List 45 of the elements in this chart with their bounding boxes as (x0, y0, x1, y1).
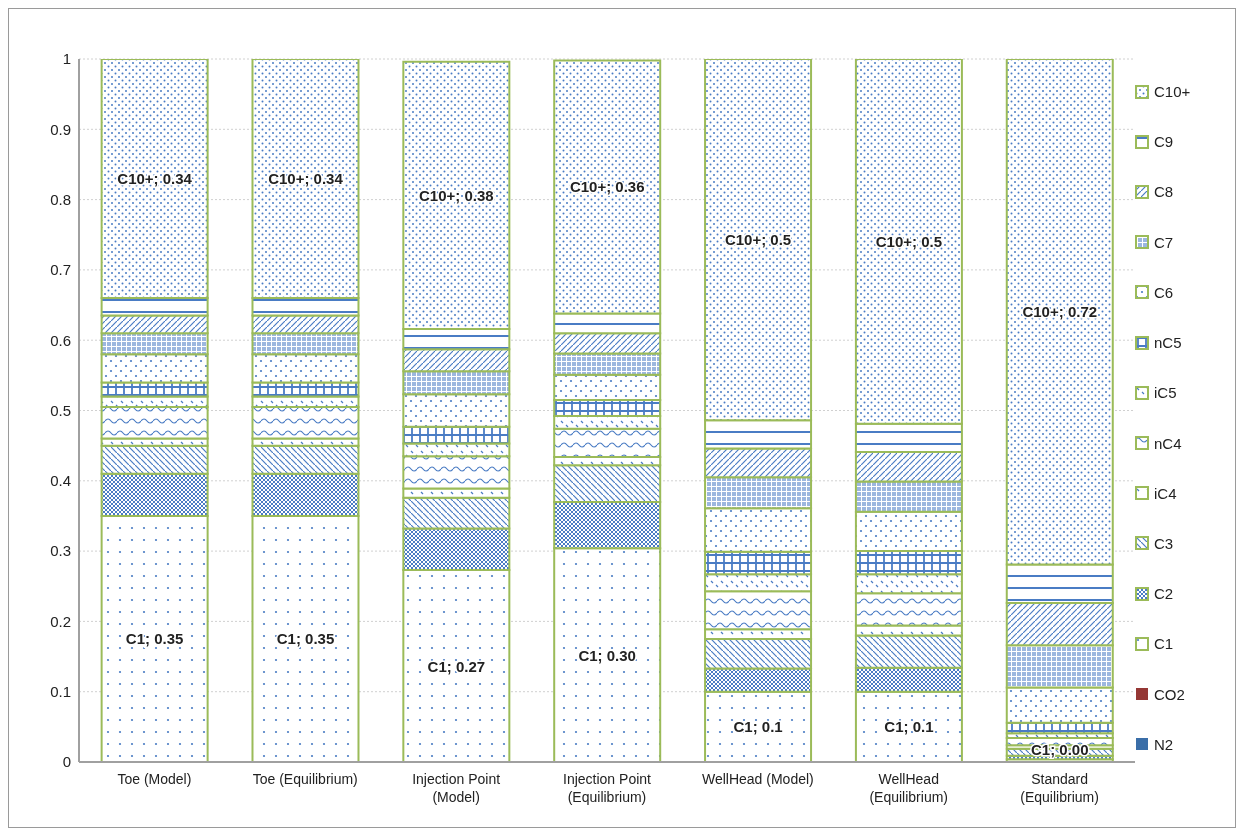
legend-label: iC5 (1154, 384, 1177, 402)
x-tick-label: Injection Point (Model) (412, 771, 501, 805)
data-label: C1; 0.27 (427, 657, 486, 675)
y-tick-label: 0.5 (50, 401, 71, 419)
y-tick-label: 0 (62, 753, 71, 771)
data-label: C10+; 0.38 (419, 186, 494, 204)
x-tick-label: WellHead (Equilibrium) (869, 771, 948, 805)
data-label: C1; 0.35 (276, 630, 335, 648)
legend-label: C9 (1154, 133, 1174, 151)
data-label: C10+; 0.72 (1022, 303, 1098, 321)
legend-label: iC4 (1154, 484, 1177, 502)
y-tick-label: 0.8 (50, 190, 71, 208)
legend-label: CO2 (1154, 685, 1185, 703)
y-tick-label: 0.7 (50, 261, 71, 279)
data-label: C10+; 0.5 (875, 232, 943, 250)
y-tick-label: 0.9 (50, 120, 71, 138)
legend-label: C10+ (1154, 83, 1191, 100)
x-tick-label: Injection Point (Equilibrium) (563, 771, 652, 805)
legend-label: C1 (1154, 635, 1174, 653)
y-tick-label: 1 (62, 50, 71, 68)
legend-label: C2 (1154, 585, 1174, 603)
y-tick-label: 0.4 (50, 472, 71, 490)
data-label: C1; 0.30 (578, 646, 636, 664)
legend-label: C3 (1154, 534, 1174, 552)
x-tick-label: Toe (Equilibrium) (252, 771, 358, 787)
x-tick-label: Toe (Model) (117, 771, 192, 787)
y-tick-label: 0.1 (50, 683, 71, 701)
legend-label: nC4 (1154, 434, 1182, 452)
legend-label: nC5 (1154, 334, 1182, 352)
legend-label: C6 (1154, 283, 1174, 301)
y-tick-label: 0.3 (50, 542, 71, 560)
legend-label: N2 (1154, 735, 1174, 753)
y-tick-label: 0.2 (50, 612, 71, 630)
data-label: C10+; 0.5 (724, 231, 792, 249)
y-tick-label: 0.6 (50, 331, 71, 349)
data-label: C10+; 0.34 (268, 170, 344, 188)
legend-label: C7 (1154, 233, 1174, 251)
x-tick-label: Standard (Equilibrium) (1020, 771, 1099, 805)
x-tick-label: WellHead (Model) (701, 771, 814, 787)
data-label: C10+; 0.36 (569, 178, 645, 196)
legend-label: C8 (1154, 183, 1174, 201)
data-label: C1; 0.1 (884, 718, 934, 736)
data-label: C10+; 0.34 (117, 170, 193, 188)
data-label: C1; 0.1 (733, 718, 783, 736)
data-label: C1; 0.35 (125, 630, 184, 648)
